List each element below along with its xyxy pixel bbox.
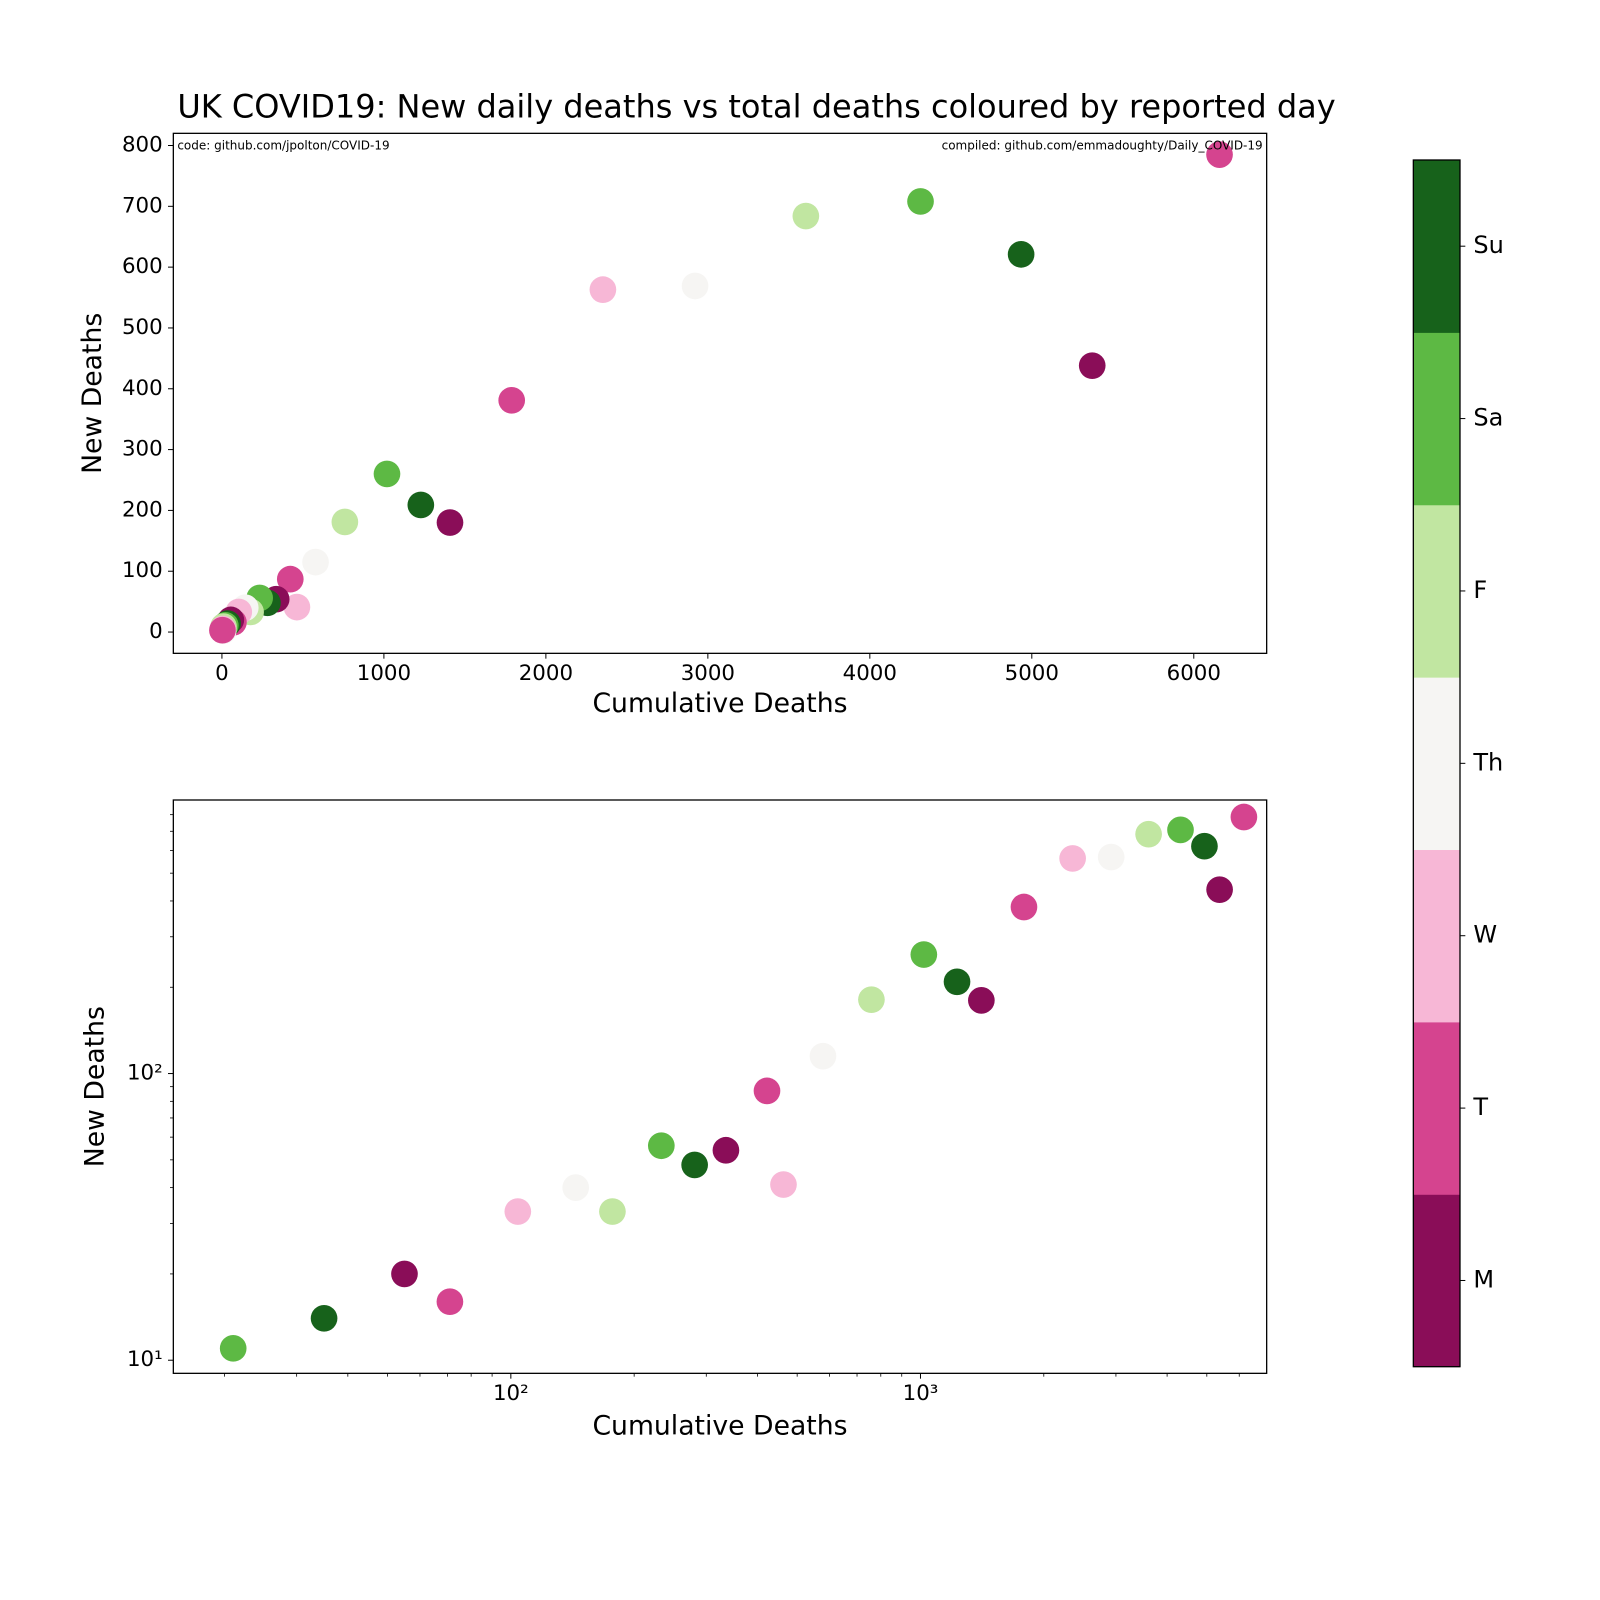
xtick-label: 1000 — [357, 661, 411, 686]
colorbar-segment — [1413, 1022, 1460, 1195]
point — [910, 941, 937, 968]
ytick-label: 700 — [122, 193, 163, 218]
ytick-label: 600 — [122, 254, 163, 279]
xtick-label: 6000 — [1167, 661, 1221, 686]
xtick-label: 10² — [493, 1381, 529, 1406]
point — [590, 276, 617, 303]
ytick-label: 10¹ — [127, 1347, 163, 1372]
point — [1008, 241, 1035, 268]
xtick-label: 4000 — [843, 661, 897, 686]
point — [681, 1152, 708, 1179]
subtitle-left: code: github.com/jpolton/COVID-19 — [177, 138, 389, 152]
point — [1191, 833, 1218, 860]
point — [1059, 845, 1086, 872]
figure: 0 1000 2000 3000 4000 5000 6000 0 100 200 300 400 50… — [0, 0, 1600, 1600]
point — [648, 1132, 675, 1159]
point — [562, 1174, 589, 1201]
point — [302, 549, 329, 576]
figure-svg: 0 1000 2000 3000 4000 5000 6000 0 100 200 300 400 50… — [0, 0, 1600, 1600]
ytick-label: 300 — [122, 437, 163, 462]
colorbar-label: Sa — [1473, 404, 1503, 432]
ytick-label: 200 — [122, 497, 163, 522]
colorbar-label: F — [1473, 576, 1487, 604]
colorbar-label: M — [1473, 1265, 1494, 1293]
point — [374, 461, 401, 488]
point — [810, 1043, 837, 1070]
xtick-label: 0 — [215, 661, 229, 686]
point — [407, 492, 434, 519]
point — [332, 509, 359, 536]
point — [220, 1335, 247, 1362]
point — [391, 1261, 418, 1288]
point — [907, 188, 934, 215]
ytick-label: 0 — [149, 619, 163, 644]
colorbar-label: Su — [1473, 231, 1503, 259]
ylabel: New Deaths — [80, 1006, 111, 1167]
point — [858, 986, 885, 1013]
point — [1206, 876, 1233, 903]
figure-title: UK COVID19: New daily deaths vs total de… — [177, 87, 1335, 125]
point — [599, 1198, 626, 1225]
point — [770, 1171, 797, 1198]
point — [437, 509, 464, 536]
ylabel: New Deaths — [77, 313, 108, 474]
colorbar-segment — [1413, 850, 1460, 1023]
colorbar-segment — [1413, 677, 1460, 850]
ytick-label: 800 — [122, 132, 163, 157]
point — [311, 1305, 338, 1332]
point — [209, 617, 236, 644]
xtick-label: 3000 — [681, 661, 735, 686]
colorbar-segment — [1413, 505, 1460, 678]
ytick-label: 10² — [127, 1061, 163, 1086]
colorbar-segment — [1413, 160, 1460, 333]
colorbar-label: T — [1472, 1093, 1488, 1121]
xlabel: Cumulative Deaths — [592, 688, 847, 719]
point — [1011, 894, 1038, 921]
ytick-label: 100 — [122, 558, 163, 583]
point — [504, 1198, 531, 1225]
point — [713, 1137, 740, 1164]
subtitle-right: compiled: github.com/emmadoughty/Daily_C… — [942, 138, 1263, 152]
xtick-label: 5000 — [1005, 661, 1059, 686]
colorbar-label: W — [1473, 921, 1497, 949]
point — [1231, 804, 1258, 831]
ytick-label: 400 — [122, 376, 163, 401]
ytick-label: 500 — [122, 315, 163, 340]
point — [1098, 844, 1125, 871]
point — [793, 203, 820, 230]
point — [437, 1288, 464, 1315]
xtick-label: 2000 — [519, 661, 573, 686]
xtick-label: 10³ — [903, 1381, 939, 1406]
point — [1079, 352, 1106, 379]
point — [1135, 821, 1162, 848]
point — [944, 968, 971, 995]
point — [968, 987, 995, 1014]
colorbar-segment — [1413, 1194, 1460, 1367]
point — [682, 273, 709, 300]
colorbar-segment — [1413, 332, 1460, 505]
xlabel: Cumulative Deaths — [592, 1411, 847, 1442]
point — [1167, 817, 1194, 844]
colorbar-label: Th — [1472, 748, 1503, 776]
point — [498, 387, 525, 414]
point — [754, 1078, 781, 1105]
